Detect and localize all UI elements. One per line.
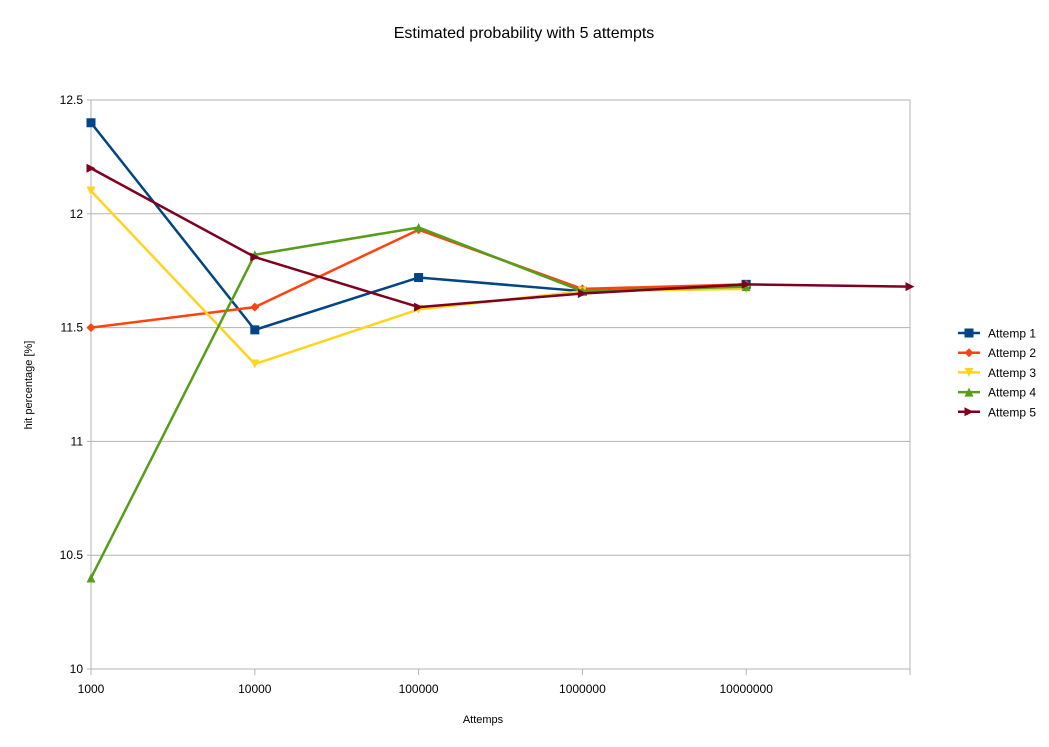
legend-marker [964, 328, 974, 338]
data-point [741, 279, 751, 289]
legend-label: Attemp 4 [988, 386, 1036, 400]
series-layer [86, 118, 915, 583]
legend-marker [964, 348, 974, 358]
data-point [414, 273, 424, 283]
data-point [86, 186, 96, 196]
x-tick-label: 10000000 [720, 682, 774, 696]
legend-item: Attemp 1 [958, 327, 1036, 341]
x-tick-label: 100000 [399, 682, 439, 696]
y-tick-label: 10 [70, 662, 84, 676]
data-point [250, 359, 260, 369]
data-point [250, 252, 260, 262]
data-point [86, 573, 96, 583]
data-point [86, 163, 96, 173]
y-tick-label: 11.5 [61, 321, 84, 335]
data-point [577, 288, 587, 298]
chart-title: Estimated probability with 5 attempts [394, 25, 655, 42]
legend-item: Attemp 3 [958, 366, 1036, 380]
legend-label: Attemp 5 [988, 405, 1036, 419]
y-tick-label: 10.5 [60, 548, 84, 562]
plot-area-frame [90, 99, 911, 670]
y-tick-label: 12 [70, 207, 84, 221]
data-point [250, 325, 260, 335]
legend-label: Attemp 3 [988, 366, 1036, 380]
data-point [414, 222, 424, 232]
data-point [86, 323, 96, 333]
legend: Attemp 1 Attemp 2 Attemp 3 Attemp 4 Attemp 5 [958, 327, 1036, 419]
axis-layer: 10 10.5 11 11.5 12 12.5 1000 10000 100000 1000000… [60, 93, 911, 696]
y-tick-label: 11 [71, 434, 84, 448]
data-point [741, 282, 751, 292]
grid-layer [90, 99, 911, 670]
series-line [90, 167, 911, 309]
legend-item: Attemp 4 [958, 386, 1036, 400]
x-tick-label: 1000 [78, 682, 105, 696]
data-point [905, 282, 915, 292]
data-point [86, 118, 96, 128]
legend-marker [964, 407, 974, 417]
y-tick-label: 12.5 [60, 93, 84, 107]
series-5 [86, 163, 915, 312]
data-point [250, 302, 260, 312]
legend-item: Attemp 2 [958, 346, 1036, 360]
legend-label: Attemp 1 [988, 327, 1036, 341]
y-axis-title: hit percentage [%] [23, 341, 35, 430]
legend-label: Attemp 2 [988, 346, 1036, 360]
legend-item: Attemp 5 [958, 405, 1036, 419]
legend-marker [964, 387, 974, 397]
x-tick-label: 10000 [238, 682, 272, 696]
legend-marker [964, 367, 974, 377]
data-point [414, 302, 424, 312]
x-tick-label: 1000000 [559, 682, 606, 696]
x-axis-title: Attemps [463, 714, 504, 726]
